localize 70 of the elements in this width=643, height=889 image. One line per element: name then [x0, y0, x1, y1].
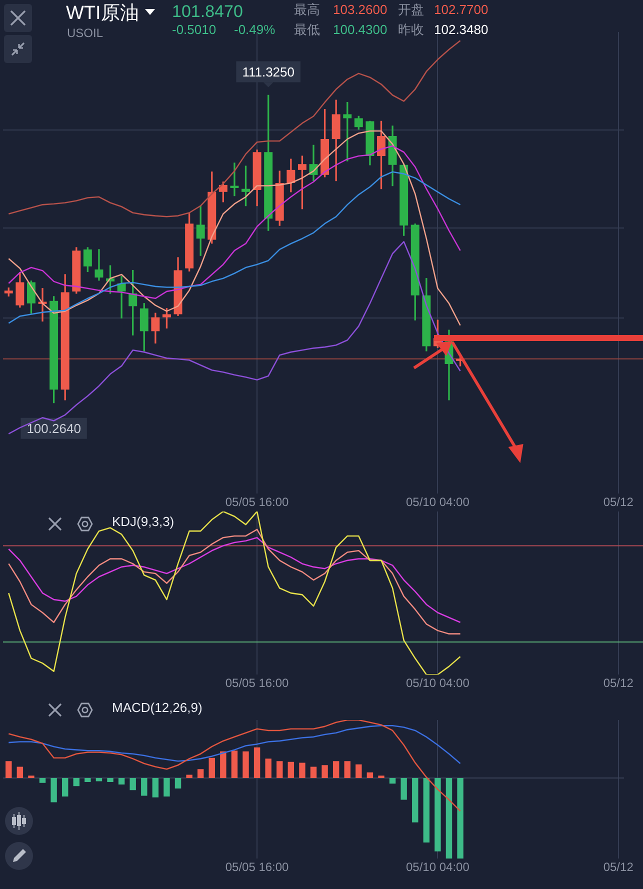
annotation: 100.4300 — [333, 22, 388, 37]
x-tick-label: 05/12 — [603, 860, 634, 874]
x-tick-label: 05/05 16:00 — [225, 860, 290, 874]
bar — [50, 778, 57, 802]
bar — [446, 778, 452, 859]
x-tick-label: 05/10 04:00 — [406, 495, 470, 510]
annotation: 昨收 — [398, 22, 424, 37]
x-tick-label: 05/05 16:00 — [225, 676, 290, 690]
bar — [242, 751, 249, 778]
chart-title: WTI原油 — [66, 3, 139, 24]
bar — [174, 778, 182, 788]
bar — [457, 778, 464, 859]
bar — [73, 778, 80, 786]
bar — [265, 758, 272, 778]
bar — [62, 778, 68, 797]
bar — [197, 769, 204, 778]
bar — [118, 778, 125, 784]
bar — [310, 766, 317, 778]
text: 101.8470 — [172, 2, 243, 21]
x-tick-label: 05/10 04:00 — [406, 676, 470, 690]
annotation: 100.2640 — [26, 420, 81, 436]
bar — [130, 778, 136, 790]
bar — [276, 761, 283, 778]
bar — [434, 778, 441, 852]
bar — [400, 778, 407, 800]
bar — [39, 778, 46, 783]
text: 开盘 — [398, 2, 424, 17]
bar — [16, 766, 24, 778]
bar — [152, 778, 159, 798]
bar — [366, 772, 374, 778]
bar — [332, 761, 340, 778]
chart-subtitle: USOIL — [67, 26, 104, 40]
candlestick — [117, 276, 126, 318]
bar — [389, 778, 396, 784]
bar — [322, 765, 328, 778]
bar — [164, 778, 170, 797]
chart-title: KDJ(9,3,3) — [112, 514, 174, 529]
x-tick-label: 05/05 16:00 — [225, 495, 290, 510]
bar — [412, 778, 418, 822]
x-tick-label: 05/10 04:00 — [406, 860, 470, 874]
x-tick-label: 05/12 — [603, 495, 634, 510]
bar — [356, 764, 362, 778]
bar — [299, 762, 306, 778]
candlestick — [94, 249, 104, 281]
annotation: 111.3250 — [242, 64, 294, 80]
bar — [378, 776, 384, 778]
bar — [6, 761, 12, 778]
bar — [107, 778, 114, 782]
bar — [84, 778, 91, 782]
text: 103.2600 — [333, 2, 388, 17]
annotation: -0.5010 — [172, 22, 216, 37]
bar — [423, 778, 430, 842]
bar — [220, 751, 226, 778]
chart-title: MACD(12,26,9) — [112, 700, 202, 715]
bar — [141, 778, 148, 796]
bar — [208, 758, 215, 778]
bar — [28, 776, 34, 778]
text: 最高 — [294, 2, 320, 17]
bar — [186, 774, 192, 778]
bar — [231, 750, 238, 778]
text: 102.7700 — [434, 2, 488, 17]
bar — [344, 761, 350, 778]
bar — [254, 747, 260, 778]
annotation: 102.3480 — [434, 22, 488, 37]
bar — [96, 778, 102, 782]
annotation: -0.49% — [234, 22, 276, 37]
x-tick-label: 05/12 — [603, 676, 634, 690]
bar — [288, 762, 294, 778]
annotation: 最低 — [294, 22, 320, 37]
candlestick — [230, 162, 239, 196]
